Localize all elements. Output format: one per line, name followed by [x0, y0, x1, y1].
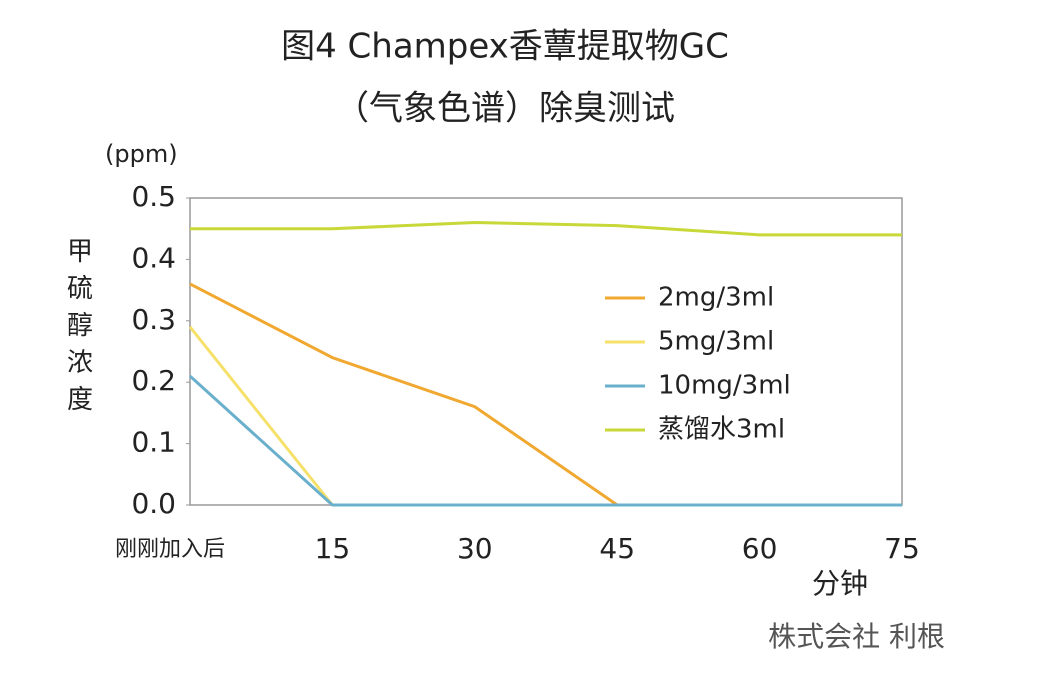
y-tick-label: 0.4: [131, 241, 176, 274]
y-tick-label: 0.1: [131, 426, 176, 459]
legend-label: 蒸馏水3ml: [658, 415, 785, 445]
x-tick-label: 60: [742, 532, 778, 565]
legend-label: 2mg/3ml: [658, 283, 774, 313]
source: 株式会社 利根: [768, 620, 945, 653]
x-tick-label: 刚刚加入后: [115, 537, 225, 562]
x-tick-label: 45: [599, 532, 635, 565]
x-axis-label: 分钟: [812, 567, 868, 600]
legend-label: 5mg/3ml: [658, 327, 774, 357]
chart-subtitle: （气象色谱）除臭测试: [335, 89, 675, 129]
y-tick-label: 0.3: [131, 303, 176, 336]
x-tick-label: 75: [884, 532, 920, 565]
y-tick-label: 0.0: [131, 487, 176, 520]
chart-title: 图4 Champex香蕈提取物GC: [281, 27, 729, 67]
legend-label: 10mg/3ml: [658, 371, 791, 401]
y-unit: (ppm): [105, 140, 178, 168]
y-axis-label: 甲硫醇浓度: [67, 237, 93, 415]
line: [190, 221, 902, 237]
line: [188, 374, 902, 507]
y-tick-label: 0.5: [131, 180, 176, 213]
y-tick-label: 0.2: [131, 364, 176, 397]
line: [188, 326, 902, 507]
x-tick-label: 15: [315, 532, 351, 565]
x-tick-label: 30: [457, 532, 493, 565]
